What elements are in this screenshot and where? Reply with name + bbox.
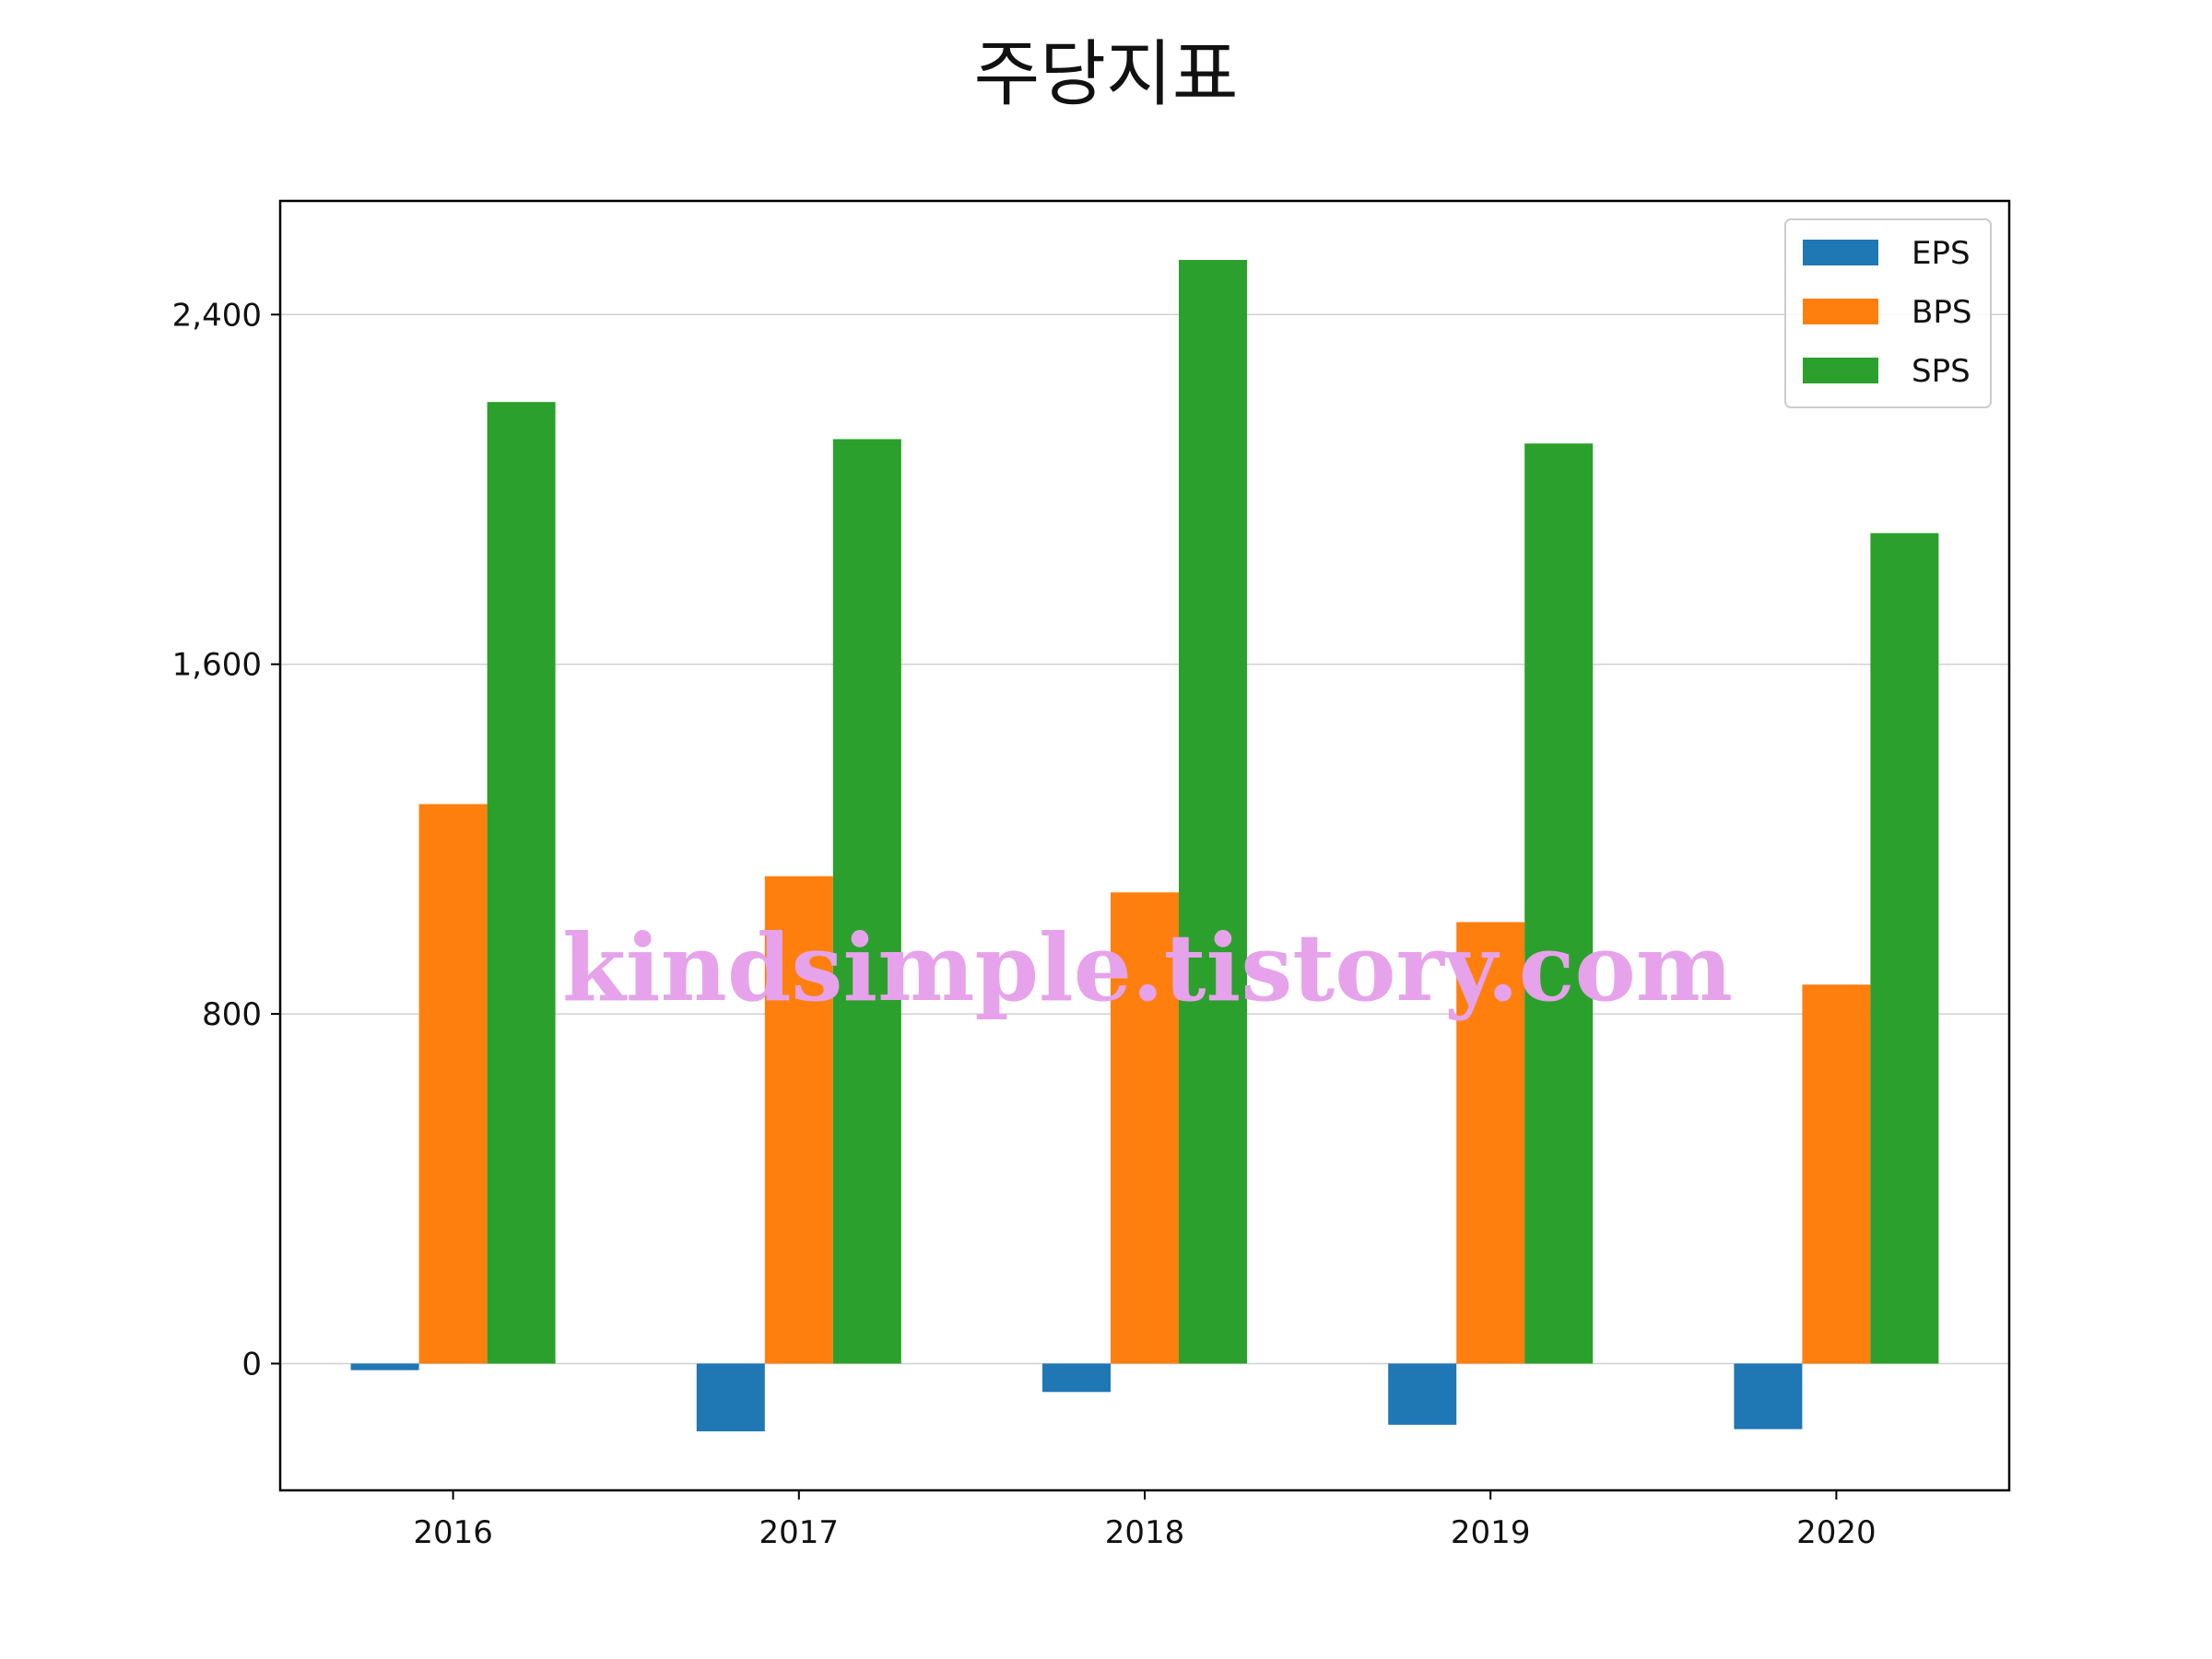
legend-label-bps: BPS [1912,294,1971,331]
bar-sps-2019 [1524,443,1594,1364]
bar-sps-2016 [487,402,556,1364]
bar-sps-2020 [1870,533,1939,1364]
bar-bps-2020 [1802,984,1871,1364]
bar-eps-2016 [350,1363,419,1371]
x-tick-label: 2017 [759,1514,840,1551]
y-tick-label: 1,600 [172,647,262,684]
legend-swatch-bps [1803,299,1878,324]
bar-eps-2020 [1734,1363,1803,1430]
bar-eps-2018 [1042,1363,1111,1393]
watermark-text: kindsimple.tistory.com [562,913,1733,1022]
y-tick-label: 800 [202,996,262,1033]
chart-title: 주당지표 [973,33,1239,116]
legend-swatch-eps [1803,240,1878,265]
x-tick-label: 2018 [1105,1514,1185,1551]
legend-swatch-sps [1803,358,1878,383]
bar-bps-2019 [1456,922,1525,1364]
y-tick-label: 0 [241,1346,262,1382]
legend-label-eps: EPS [1912,235,1971,272]
bar-eps-2019 [1388,1363,1457,1425]
y-tick-label: 2,400 [172,297,262,334]
bar-sps-2017 [832,439,901,1364]
x-tick-label: 2019 [1451,1514,1531,1551]
bar-sps-2018 [1179,260,1247,1364]
bar-bps-2017 [764,876,833,1364]
bar-eps-2017 [696,1363,765,1431]
bar-bps-2018 [1111,892,1179,1364]
legend-label-sps: SPS [1912,353,1971,390]
bar-bps-2016 [418,804,488,1364]
x-tick-label: 2020 [1796,1514,1877,1551]
x-tick-label: 2016 [413,1514,493,1551]
